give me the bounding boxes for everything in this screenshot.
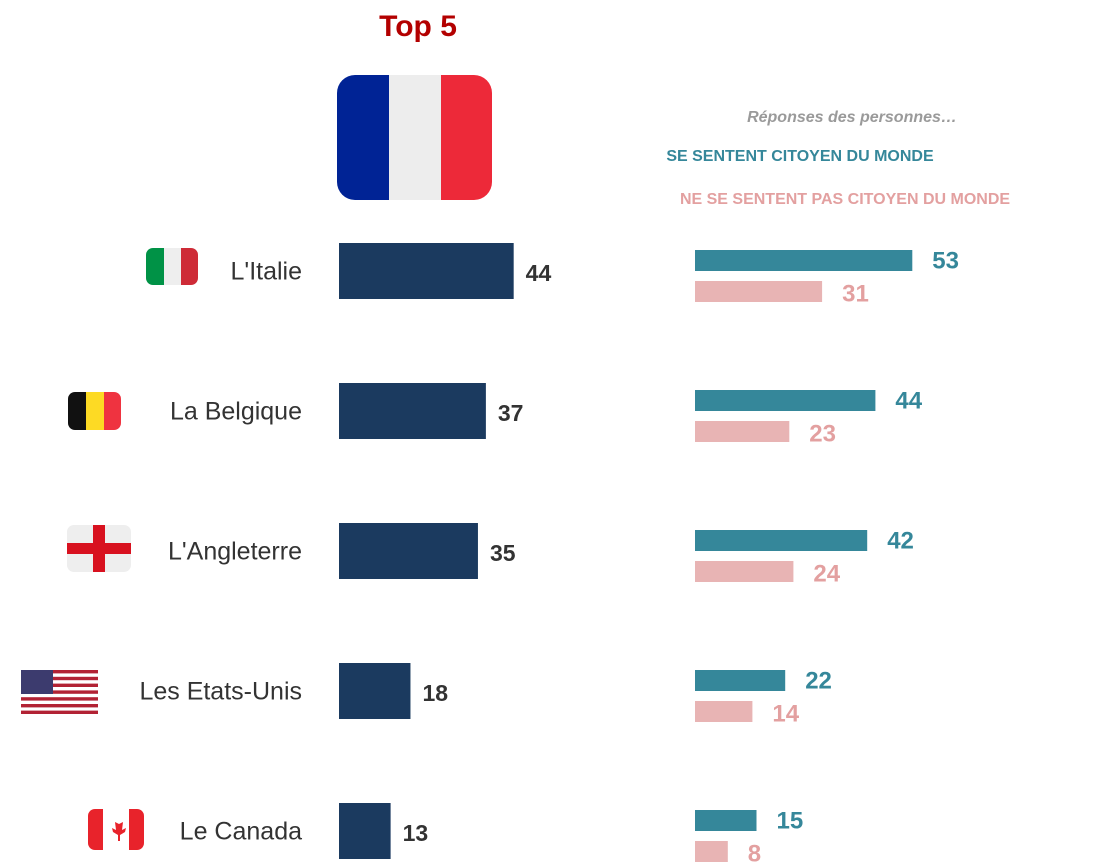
value-label: 13: [403, 820, 429, 846]
value-label: 53: [932, 247, 959, 274]
bar: [695, 810, 757, 831]
bar: [695, 701, 753, 722]
bar: [695, 670, 786, 691]
value-label: 44: [526, 260, 552, 286]
bar: [339, 523, 478, 579]
value-label: 22: [805, 667, 832, 694]
bar: [695, 841, 728, 862]
bar: [695, 390, 876, 411]
flag-belgium: [68, 392, 121, 430]
subtitle: Réponses des personnes…: [747, 109, 957, 126]
value-label: 35: [490, 540, 516, 566]
value-label: 14: [772, 700, 799, 727]
category-label: Les Etats-Unis: [139, 678, 302, 706]
value-label: 42: [887, 527, 914, 554]
value-label: 23: [809, 420, 836, 447]
value-label: 31: [842, 280, 869, 307]
value-label: 8: [748, 840, 761, 865]
bar: [695, 530, 868, 551]
category-label: Le Canada: [180, 818, 302, 846]
category-label: La Belgique: [170, 398, 302, 426]
value-label: 15: [777, 807, 804, 834]
flag-france: [337, 75, 492, 200]
bar: [339, 243, 514, 299]
legend-label: NE SE SENTENT PAS CITOYEN DU MONDE: [680, 191, 1010, 208]
bar: [695, 561, 794, 582]
bar: [695, 421, 790, 442]
chart-title: Top 5: [379, 10, 457, 43]
flag-england: [67, 525, 131, 572]
bar: [695, 250, 913, 271]
bar: [339, 663, 411, 719]
legend-label: SE SENTENT CITOYEN DU MONDE: [666, 148, 934, 165]
value-label: 37: [498, 400, 524, 426]
bar: [339, 383, 486, 439]
value-label: 44: [895, 387, 922, 414]
flag-usa: [21, 670, 98, 714]
value-label: 24: [813, 560, 840, 587]
bar: [339, 803, 391, 859]
flag-italy: [146, 248, 198, 285]
value-label: 18: [422, 680, 448, 706]
flag-canada: [88, 809, 144, 850]
bar: [695, 281, 823, 302]
category-label: L'Angleterre: [168, 538, 302, 566]
category-label: L'Italie: [231, 258, 302, 286]
